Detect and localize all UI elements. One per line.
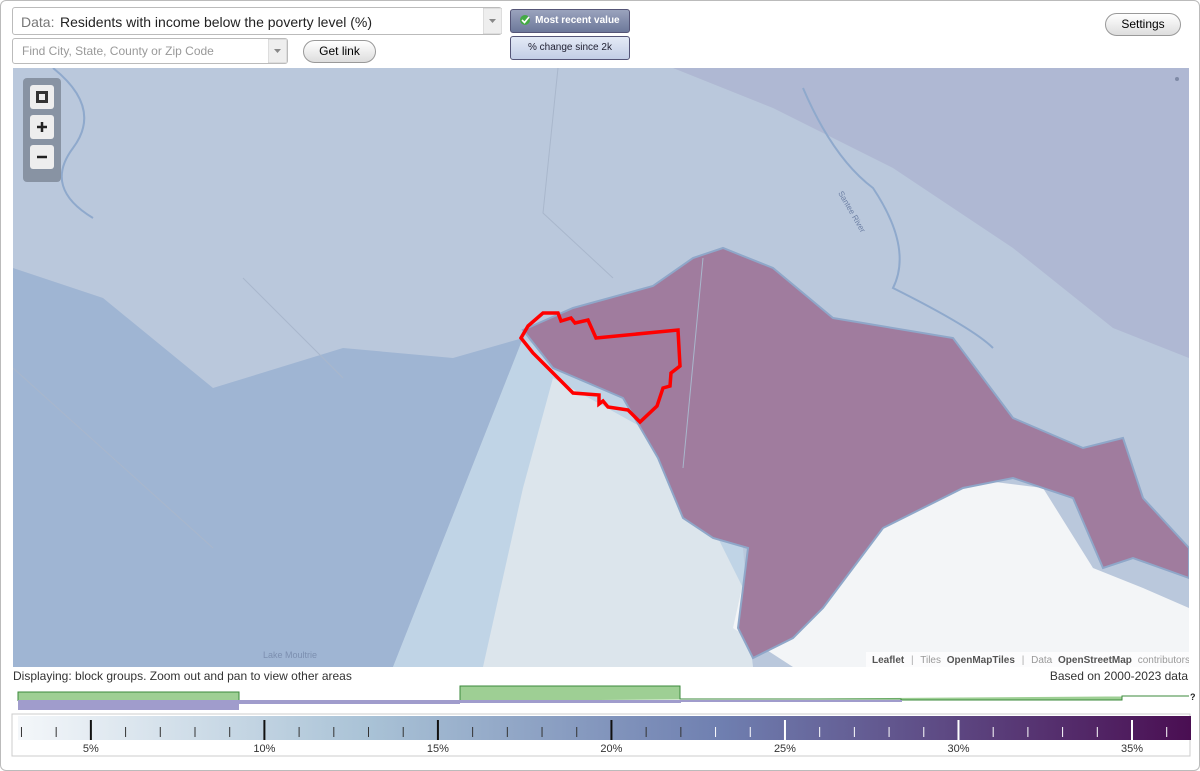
data-select[interactable]: Data: Residents with income below the po… [12, 7, 502, 35]
attribution-link[interactable]: OpenMapTiles [947, 655, 1016, 666]
search-box[interactable]: Find City, State, County or Zip Code [12, 38, 288, 64]
histogram [17, 685, 1189, 710]
lake-area [13, 268, 523, 667]
tick-label: 25% [774, 743, 796, 755]
attribution: Leaflet | Tiles OpenMapTiles | Data Open… [872, 655, 1189, 666]
selected-region-outline [518, 311, 682, 425]
attribution-text: Data [1031, 655, 1053, 666]
river [52, 68, 994, 349]
tick-label: 35% [1121, 743, 1143, 755]
tick-label: 20% [600, 743, 622, 755]
legend: ? 5% 10% 15% 20% 25% 30% 35% [11, 685, 1196, 757]
attribution-link[interactable]: OpenStreetMap [1058, 655, 1132, 666]
color-scale [18, 716, 1191, 740]
attribution-leaflet[interactable]: Leaflet [872, 655, 905, 666]
attribution-text: contributors [1138, 655, 1189, 666]
road [13, 68, 704, 549]
get-link-button[interactable]: Get link [303, 40, 376, 63]
status-displaying: Displaying: block groups. Zoom out and p… [13, 669, 352, 683]
zoom-control [23, 78, 61, 182]
status-based-on: Based on 2000-2023 data [1049, 669, 1188, 683]
county-area [673, 68, 1189, 358]
selected-region-fill [521, 246, 1189, 660]
map[interactable]: Santee River Lake Moultrie Leaflet | Til… [13, 68, 1189, 667]
tick-label: 10% [253, 743, 275, 755]
map-dot [1175, 77, 1179, 81]
dropdown-arrow [268, 39, 287, 63]
data-value: Residents with income below the poverty … [60, 14, 373, 30]
settings-button[interactable]: Settings [1105, 13, 1181, 36]
tick-label: 30% [947, 743, 969, 755]
mode-button-active[interactable]: Most recent value [510, 9, 630, 33]
attribution-separator: | [1022, 655, 1025, 666]
lake-label: Lake Moultrie [263, 650, 317, 660]
data-label: Data: [21, 14, 55, 30]
check-icon [520, 15, 531, 26]
mode-label: Most recent value [535, 15, 620, 26]
tract-area-light [483, 378, 753, 667]
help-mark[interactable]: ? [1190, 692, 1196, 702]
tick-label: 15% [427, 743, 449, 755]
attribution-bg [866, 652, 1189, 667]
tick-label: 5% [83, 743, 99, 755]
dropdown-arrow [483, 8, 502, 34]
attribution-separator: | [911, 655, 914, 666]
attribution-text: Tiles [920, 655, 941, 666]
mode-button[interactable]: % change since 2k [510, 36, 630, 60]
search-placeholder: Find City, State, County or Zip Code [22, 44, 214, 58]
